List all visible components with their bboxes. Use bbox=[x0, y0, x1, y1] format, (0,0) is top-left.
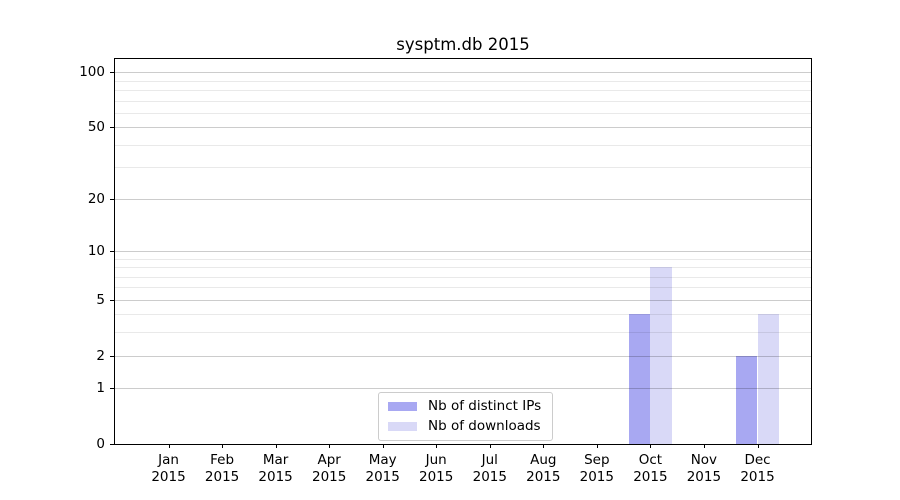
x-tick-label: Oct 2015 bbox=[618, 452, 682, 485]
x-tick-year: 2015 bbox=[633, 468, 668, 485]
x-tick bbox=[222, 444, 224, 448]
x-tick-label: Feb 2015 bbox=[190, 452, 254, 485]
x-tick-year: 2015 bbox=[526, 468, 561, 485]
gridline-major bbox=[115, 388, 811, 390]
x-tick-year: 2015 bbox=[365, 468, 400, 485]
legend-item-downloads: Nb of downloads bbox=[388, 419, 541, 434]
x-tick-month: May bbox=[368, 452, 397, 468]
y-tick-label: 1 bbox=[96, 380, 105, 397]
gridline-minor bbox=[115, 267, 811, 268]
x-tick-year: 2015 bbox=[151, 468, 186, 485]
chart-title: sysptm.db 2015 bbox=[396, 35, 530, 54]
x-tick-label: Nov 2015 bbox=[672, 452, 736, 485]
gridline-minor bbox=[115, 144, 811, 146]
gridline-major bbox=[115, 127, 811, 129]
y-tick-label: 0 bbox=[96, 436, 105, 452]
gridline-minor bbox=[115, 287, 811, 289]
x-tick-month: Feb bbox=[210, 452, 235, 468]
y-tick-label: 20 bbox=[87, 190, 105, 207]
y-tick-label: 5 bbox=[96, 291, 105, 308]
y-tick-label: 2 bbox=[96, 347, 105, 364]
x-tick-year: 2015 bbox=[686, 468, 722, 485]
bar-distinct-ips-dec bbox=[736, 355, 758, 444]
x-tick bbox=[489, 444, 491, 448]
y-tick bbox=[110, 198, 114, 200]
x-tick-year: 2015 bbox=[740, 468, 775, 485]
y-tick bbox=[110, 388, 114, 390]
x-tick-year: 2015 bbox=[472, 468, 507, 485]
x-tick-year: 2015 bbox=[204, 468, 240, 485]
gridline-minor bbox=[115, 276, 811, 278]
x-tick bbox=[329, 444, 331, 448]
bar-distinct-ips-oct bbox=[629, 314, 651, 444]
x-tick-label: Apr 2015 bbox=[297, 452, 361, 485]
x-tick bbox=[757, 444, 759, 448]
gridline-minor bbox=[115, 314, 811, 316]
x-tick bbox=[382, 444, 384, 448]
y-tick bbox=[110, 127, 114, 129]
y-tick bbox=[110, 299, 114, 301]
x-tick-year: 2015 bbox=[258, 468, 293, 485]
distinct-ips-swatch bbox=[388, 401, 417, 412]
x-tick-month: Aug bbox=[530, 452, 557, 468]
x-tick bbox=[703, 444, 705, 448]
legend-item-distinct-ips: Nb of distinct IPs bbox=[388, 399, 541, 414]
x-tick bbox=[275, 444, 277, 448]
bar-downloads-oct bbox=[650, 267, 672, 444]
x-tick-year: 2015 bbox=[579, 468, 614, 485]
x-tick-label: Jan 2015 bbox=[137, 452, 201, 485]
x-tick-year: 2015 bbox=[419, 468, 454, 485]
legend-label-downloads: Nb of downloads bbox=[428, 418, 541, 434]
gridline-minor bbox=[115, 100, 811, 102]
x-tick-month: Jan bbox=[158, 452, 179, 468]
x-tick bbox=[543, 444, 545, 448]
x-tick-label: May 2015 bbox=[351, 452, 415, 485]
bar-downloads-dec bbox=[757, 314, 779, 444]
legend-label-distinct-ips: Nb of distinct IPs bbox=[428, 398, 542, 414]
gridline-minor bbox=[115, 80, 811, 82]
x-tick bbox=[596, 444, 598, 448]
gridline-major bbox=[115, 299, 811, 301]
x-tick-month: Dec bbox=[744, 452, 771, 468]
gridline-minor bbox=[115, 112, 811, 114]
x-tick-label: Jul 2015 bbox=[458, 452, 522, 485]
y-tick-label: 10 bbox=[87, 242, 105, 259]
x-tick-month: Mar bbox=[262, 452, 289, 468]
x-tick-month: Nov bbox=[690, 452, 718, 468]
x-tick bbox=[168, 444, 170, 448]
x-tick-label: Dec 2015 bbox=[726, 452, 790, 485]
x-tick-year: 2015 bbox=[312, 468, 347, 485]
y-tick-label: 50 bbox=[87, 119, 105, 136]
y-tick bbox=[110, 250, 114, 252]
gridline-major bbox=[115, 72, 811, 74]
x-tick bbox=[650, 444, 652, 448]
gridline-major bbox=[115, 250, 811, 252]
x-tick bbox=[436, 444, 438, 448]
x-tick-month: Apr bbox=[317, 452, 341, 468]
y-tick bbox=[110, 355, 114, 357]
gridline-minor bbox=[115, 258, 811, 260]
y-tick bbox=[110, 444, 114, 445]
x-tick-month: Jul bbox=[481, 452, 498, 468]
x-tick-month: Oct bbox=[638, 452, 663, 468]
x-tick-label: Sep 2015 bbox=[565, 452, 629, 485]
gridline-major bbox=[115, 355, 811, 357]
gridline-minor bbox=[115, 332, 811, 334]
y-tick-label: 100 bbox=[79, 64, 105, 81]
x-tick-label: Mar 2015 bbox=[244, 452, 308, 485]
x-tick-label: Aug 2015 bbox=[511, 452, 575, 485]
x-tick-month: Jun bbox=[425, 452, 447, 468]
y-tick bbox=[110, 72, 114, 74]
downloads-swatch bbox=[388, 421, 417, 432]
x-tick-label: Jun 2015 bbox=[404, 452, 468, 485]
gridline-major bbox=[115, 198, 811, 200]
legend: Nb of distinct IPs Nb of downloads bbox=[378, 392, 554, 441]
x-tick-month: Sep bbox=[584, 452, 610, 468]
gridline-minor bbox=[115, 90, 811, 91]
gridline-minor bbox=[115, 167, 811, 169]
plot-area: 0 1 2 5 10 20 50 100 Jan 2015 Feb 2015 Mar 2015 Apr 201… bbox=[79, 58, 812, 485]
